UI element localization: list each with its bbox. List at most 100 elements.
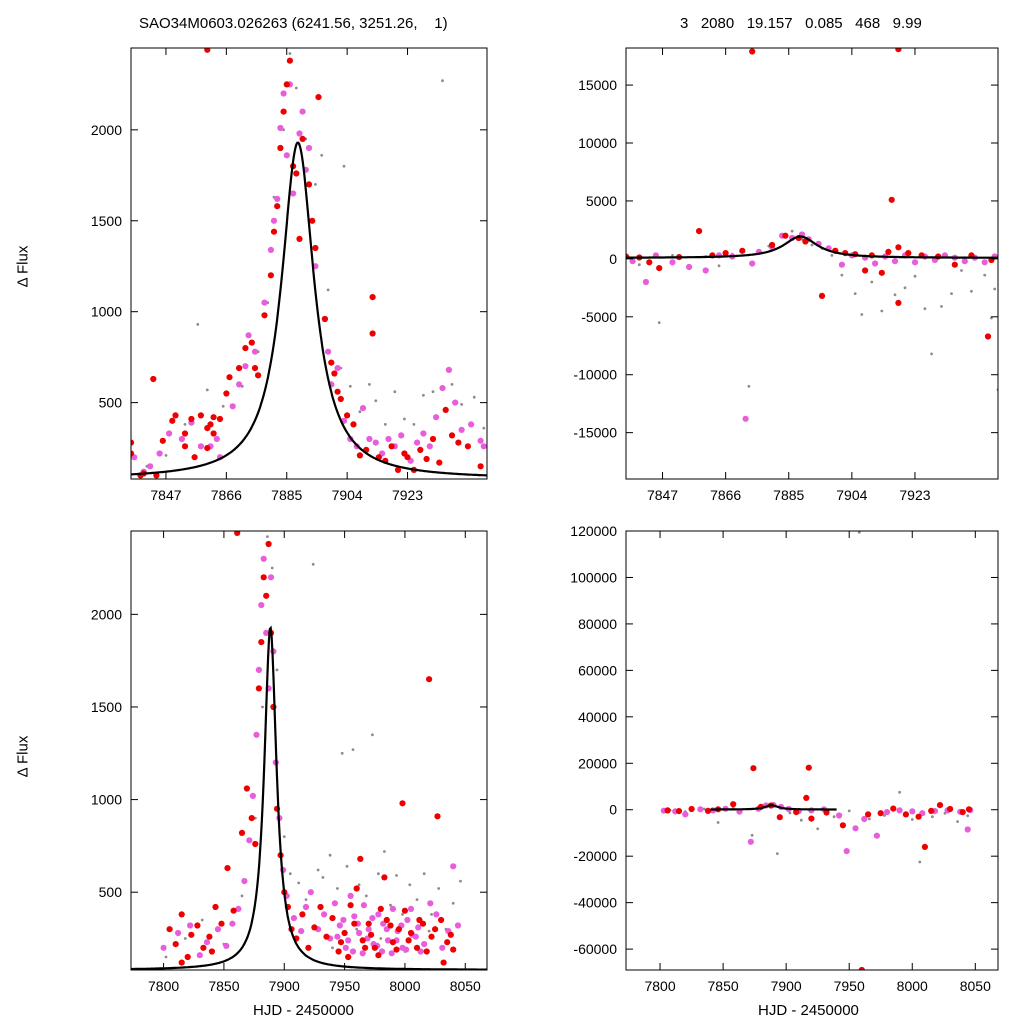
data-point (460, 403, 463, 406)
data-point (452, 399, 459, 406)
data-point (993, 287, 997, 291)
data-point (388, 443, 395, 450)
data-point (297, 881, 301, 885)
data-point (258, 639, 265, 646)
data-point (351, 913, 358, 920)
data-point (337, 939, 345, 946)
data-point (156, 450, 163, 457)
data-point (164, 955, 168, 959)
data-point (385, 435, 392, 443)
data-point (905, 250, 912, 257)
data-point (302, 903, 310, 911)
data-point (283, 152, 290, 159)
data-point (808, 815, 815, 822)
data-point (356, 452, 363, 459)
data-point (169, 417, 176, 424)
data-point (959, 809, 966, 816)
x-tick-label: 7950 (329, 978, 360, 994)
data-point (389, 939, 396, 946)
data-point (236, 381, 243, 388)
data-point (196, 323, 200, 326)
data-point (210, 430, 217, 437)
data-point (895, 299, 902, 306)
data-point (246, 837, 253, 844)
data-point (915, 813, 922, 820)
data-point (326, 288, 330, 292)
data-point (305, 944, 312, 951)
data-point (260, 555, 267, 562)
data-point (166, 926, 173, 933)
data-point (255, 372, 262, 379)
data-point (226, 374, 233, 381)
data-point (398, 432, 405, 439)
data-point (184, 953, 191, 961)
data-point (702, 807, 706, 811)
data-point (317, 903, 324, 911)
x-tick-label: 8050 (450, 978, 481, 994)
data-point (344, 412, 351, 419)
y-tick-label: 5000 (586, 193, 617, 209)
data-point (429, 435, 437, 443)
series-red-points (131, 48, 484, 479)
data-point (369, 915, 376, 922)
data-point (802, 238, 809, 245)
data-point (966, 814, 970, 818)
data-point (345, 953, 352, 961)
plot-frame (625, 47, 999, 480)
data-point (862, 267, 869, 274)
data-point (873, 832, 881, 839)
data-point (323, 933, 330, 940)
data-point (860, 313, 864, 316)
y-tick-label: 2000 (91, 606, 122, 622)
data-point (147, 463, 154, 470)
data-point (646, 259, 653, 266)
data-point (335, 948, 342, 955)
data-point (788, 811, 792, 815)
data-point (468, 421, 475, 428)
x-tick-label: 7885 (271, 487, 302, 503)
y-tick-label: 1500 (91, 213, 122, 229)
x-tick-label: 7950 (834, 978, 865, 994)
data-point (377, 872, 380, 876)
data-point (403, 417, 406, 421)
series-gray-points (164, 535, 462, 959)
data-point (374, 399, 378, 403)
data-point (261, 705, 264, 709)
data-point (872, 260, 879, 267)
data-point (204, 445, 211, 452)
data-point (722, 250, 729, 257)
panel-bottom-left: 7800 7850 7900 7950 8000 8050 500 1000 1500 2000 (91, 530, 488, 994)
data-point (450, 383, 454, 386)
data-point (909, 808, 916, 815)
data-point (358, 410, 362, 414)
data-point (274, 195, 281, 202)
data-point (258, 602, 265, 609)
data-point (405, 937, 412, 944)
series-red-points (166, 531, 457, 966)
data-point (372, 439, 379, 446)
data-point (351, 748, 355, 751)
data-point (421, 941, 428, 948)
data-point (365, 920, 372, 927)
data-point (178, 911, 185, 918)
data-point (417, 446, 424, 453)
data-point (399, 800, 406, 807)
data-point (360, 902, 367, 909)
data-point (830, 254, 834, 257)
data-point (347, 902, 354, 909)
data-point (657, 321, 661, 324)
data-point (426, 443, 433, 450)
data-point (843, 848, 850, 855)
data-point (280, 108, 287, 115)
data-point (263, 592, 270, 599)
y-tick-label: 0 (609, 802, 617, 818)
data-point (336, 887, 339, 890)
data-point (857, 531, 861, 534)
y-tick-label: 10000 (578, 135, 617, 151)
data-point (251, 365, 259, 372)
data-point (818, 292, 826, 299)
data-point (251, 348, 259, 355)
data-point (267, 272, 274, 279)
data-point (242, 363, 249, 370)
x-tick-label: 7850 (208, 978, 239, 994)
